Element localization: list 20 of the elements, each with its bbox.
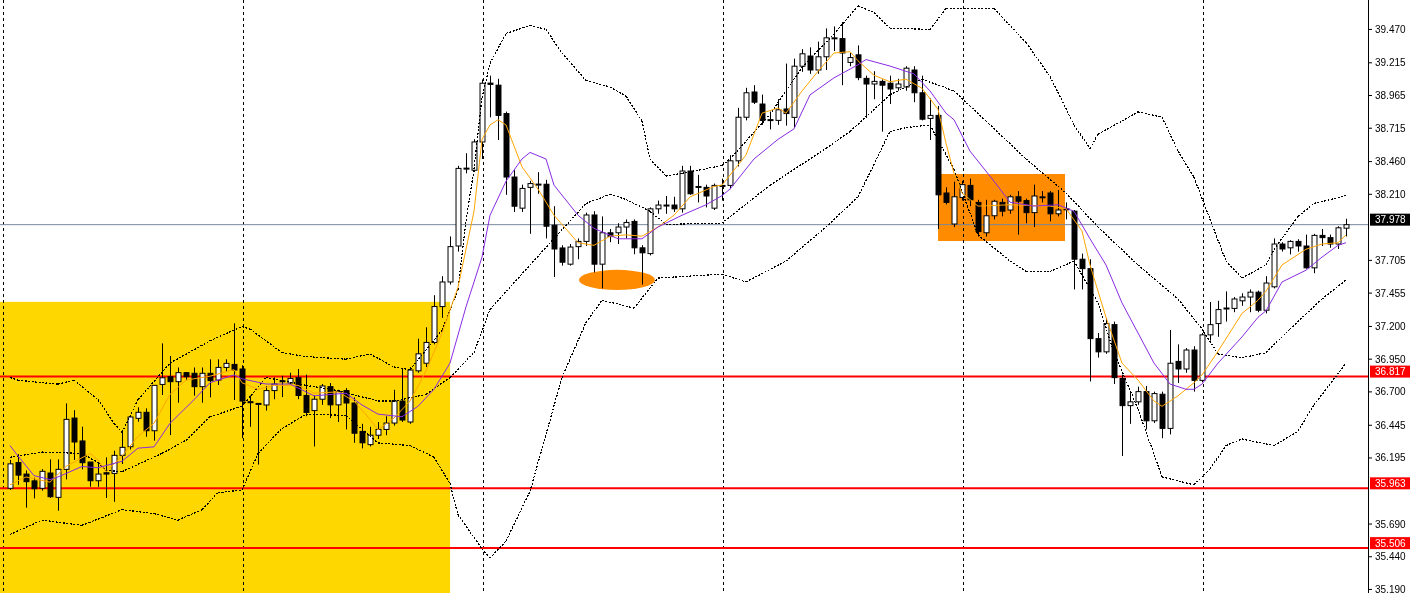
y-tick-label: 38.210 — [1375, 188, 1407, 200]
ref-line-label: 36.817 — [1375, 366, 1407, 378]
y-tick-label: 38.965 — [1375, 90, 1407, 102]
y-tick-label: 39.215 — [1375, 57, 1407, 69]
y-tick-label: 39.470 — [1375, 23, 1407, 35]
y-tick-label: 38.715 — [1375, 122, 1407, 134]
y-tick-label: 35.690 — [1375, 518, 1407, 530]
y-tick-label: 36.700 — [1375, 386, 1407, 398]
y-tick-label: 37.200 — [1375, 320, 1407, 332]
y-tick-label: 35.190 — [1375, 583, 1407, 593]
ref-line-label: 35.506 — [1375, 537, 1407, 549]
y-tick-label: 38.460 — [1375, 156, 1407, 168]
ref-line-label: 35.963 — [1375, 477, 1407, 489]
y-tick-label: 36.195 — [1375, 452, 1407, 464]
y-tick-label: 37.705 — [1375, 254, 1407, 266]
ref-line-label: 37.978 — [1375, 214, 1407, 226]
y-tick-label: 35.440 — [1375, 551, 1407, 563]
y-tick-label: 37.455 — [1375, 287, 1407, 299]
y-tick-label: 36.950 — [1375, 353, 1407, 365]
y-tick-label: 36.445 — [1375, 419, 1407, 431]
